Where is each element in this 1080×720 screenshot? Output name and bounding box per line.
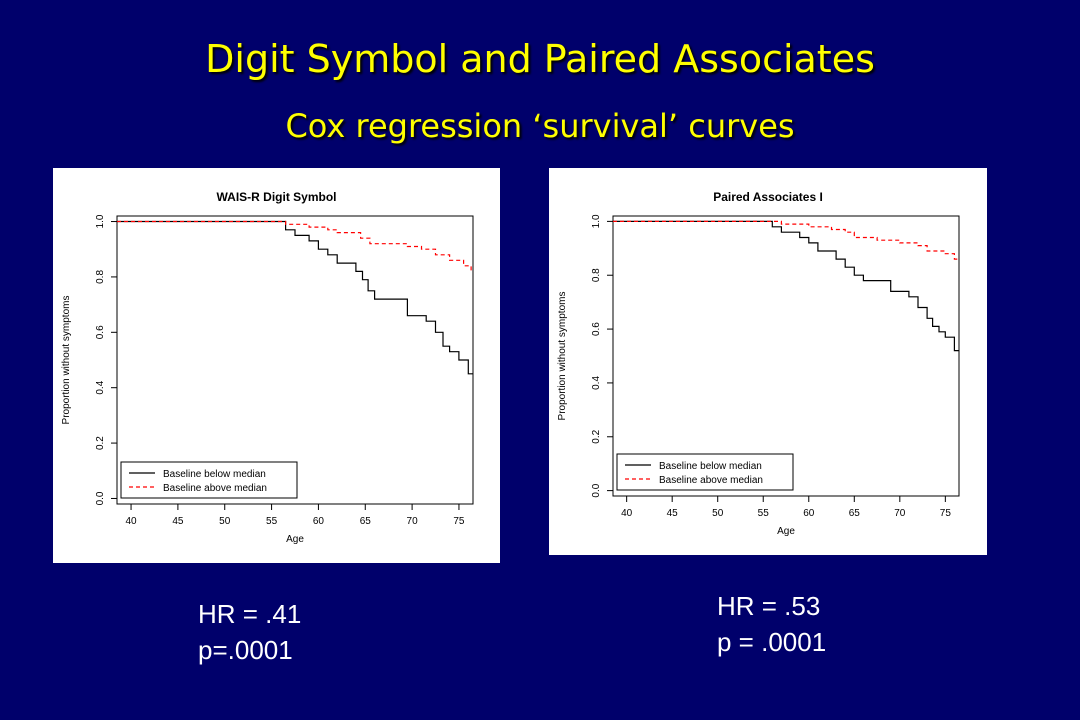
legend-entry: Baseline below median (659, 461, 762, 472)
x-tick-label: 65 (849, 508, 861, 519)
x-tick-label: 40 (125, 516, 137, 527)
hazard-ratio-digit-symbol: HR = .41 (198, 599, 302, 629)
legend-entry: Baseline below median (163, 469, 266, 480)
x-tick-label: 70 (407, 516, 419, 527)
y-tick-label: 0.8 (591, 268, 602, 282)
survival-chart-paired-associates: Paired Associates I 40 45 50 55 60 65 70 75 0.0 0.… (557, 190, 960, 537)
survival-chart-digit-symbol: WAIS-R Digit Symbol 40 45 50 55 60 65 70 75 0.0 0.… (61, 190, 474, 545)
y-tick-label: 0.8 (95, 270, 106, 284)
x-tick-label: 75 (453, 516, 465, 527)
y-tick-label: 0.0 (95, 491, 106, 505)
x-tick-label: 60 (313, 516, 325, 527)
x-tick-label: 65 (360, 516, 372, 527)
chart-panel-digit-symbol: WAIS-R Digit Symbol 40 45 50 55 60 65 70 75 0.0 0.… (53, 168, 500, 563)
y-axis-label: Proportion without symptoms (557, 292, 568, 421)
series-line-below-median (117, 220, 473, 375)
slide-title: Digit Symbol and Paired Associates (205, 37, 875, 81)
hazard-ratio-paired-associates: HR = .53 (717, 591, 821, 621)
legend-entry: Baseline above median (163, 483, 267, 494)
y-tick-label: 1.0 (591, 214, 602, 228)
series-line-above-median (117, 220, 473, 273)
x-axis-label: Age (286, 534, 304, 545)
legend-box (616, 453, 794, 491)
x-tick-label: 70 (894, 508, 906, 519)
x-axis-label: Age (777, 526, 795, 537)
x-tick-label: 75 (940, 508, 952, 519)
chart-panel-paired-associates: Paired Associates I 40 45 50 55 60 65 70 75 0.0 0.… (549, 168, 987, 555)
x-tick-label: 40 (621, 508, 633, 519)
y-tick-label: 0.6 (591, 322, 602, 336)
series-line-below-median (613, 220, 959, 352)
x-tick-label: 50 (712, 508, 724, 519)
y-tick-label: 0.2 (95, 436, 106, 450)
y-tick-label: 0.0 (591, 483, 602, 497)
plot-frame (116, 215, 474, 505)
legend-box (120, 461, 298, 499)
p-value-digit-symbol: p=.0001 (198, 635, 293, 665)
x-tick-label: 55 (758, 508, 770, 519)
plot-frame (612, 215, 960, 497)
series-line-above-median (613, 220, 959, 260)
p-value-paired-associates: p = .0001 (717, 627, 827, 657)
legend-entry: Baseline above median (659, 475, 763, 486)
y-tick-label: 1.0 (95, 214, 106, 228)
y-tick-label: 0.2 (591, 429, 602, 443)
y-axis-label: Proportion without symptoms (61, 296, 72, 425)
x-tick-label: 60 (803, 508, 815, 519)
stats-digit-symbol: HR = .41 p=.0001 (198, 596, 301, 668)
y-tick-label: 0.4 (591, 376, 602, 390)
y-tick-label: 0.6 (95, 325, 106, 339)
x-tick-label: 45 (172, 516, 184, 527)
chart-title: WAIS-R Digit Symbol (217, 190, 337, 204)
x-tick-label: 55 (266, 516, 278, 527)
y-tick-label: 0.4 (95, 380, 106, 394)
slide-subtitle: Cox regression ‘survival’ curves (285, 107, 795, 145)
chart-title: Paired Associates I (713, 190, 823, 204)
x-tick-label: 45 (667, 508, 679, 519)
stats-paired-associates: HR = .53 p = .0001 (717, 588, 826, 660)
x-tick-label: 50 (219, 516, 231, 527)
